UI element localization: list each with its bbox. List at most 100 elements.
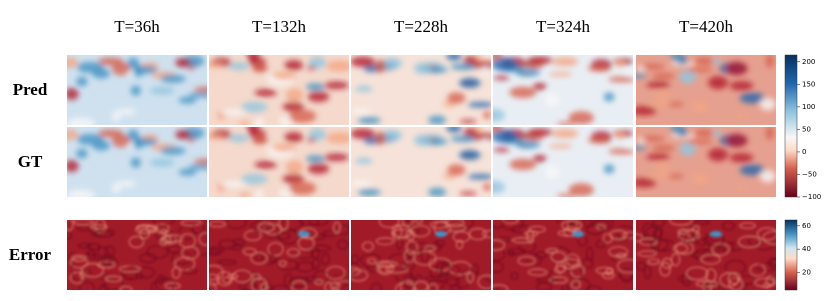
error-contour xyxy=(526,230,535,244)
error-contour xyxy=(260,283,269,290)
row-label: Pred xyxy=(13,80,48,99)
blob xyxy=(483,111,491,119)
heatmap-panel xyxy=(67,220,207,290)
error-contour xyxy=(548,270,560,282)
error-contour xyxy=(154,277,176,290)
error-contour xyxy=(392,228,413,238)
blob xyxy=(712,57,721,65)
error-contour xyxy=(262,253,277,265)
error-contour xyxy=(617,259,633,274)
error-contour xyxy=(198,232,207,246)
blob xyxy=(493,57,518,72)
error-contour xyxy=(378,264,391,274)
error-contour xyxy=(608,246,628,257)
heatmap-panel xyxy=(209,55,349,125)
error-contour xyxy=(569,281,580,290)
blob xyxy=(479,66,491,75)
heatmap-panel xyxy=(351,55,491,125)
error-contour xyxy=(429,279,445,290)
blob xyxy=(130,157,141,168)
blob xyxy=(357,188,381,197)
error-contour xyxy=(69,257,88,269)
heatmap-panel xyxy=(493,127,633,197)
panel-content xyxy=(351,55,491,125)
error-contour xyxy=(375,260,398,268)
error-contour xyxy=(681,225,696,240)
error-contour xyxy=(642,222,657,238)
error-contour xyxy=(518,239,536,253)
panel-content xyxy=(209,220,349,290)
error-contour xyxy=(659,262,671,277)
blob xyxy=(677,58,689,65)
error-contour xyxy=(410,225,431,238)
panel-content xyxy=(636,127,776,197)
blob xyxy=(459,119,477,124)
blob xyxy=(178,168,197,176)
error-contour xyxy=(545,248,558,254)
error-contour xyxy=(609,229,628,240)
error-contour xyxy=(388,253,412,267)
colorbar-tick-label: 50 xyxy=(802,125,811,133)
blob xyxy=(279,116,292,125)
error-contour xyxy=(549,246,571,262)
error-contour xyxy=(324,282,335,290)
blob xyxy=(568,183,594,197)
blob xyxy=(646,81,670,89)
error-contour xyxy=(322,230,340,237)
heatmap-panel xyxy=(67,55,207,125)
blob xyxy=(493,180,506,194)
blob xyxy=(652,145,675,152)
blobs xyxy=(636,220,776,290)
column-title: T=228h xyxy=(394,17,448,36)
error-contour xyxy=(484,273,491,282)
blob xyxy=(533,154,547,162)
blob xyxy=(282,173,304,184)
error-contour xyxy=(719,272,739,288)
blob xyxy=(254,118,264,125)
error-contour xyxy=(159,233,176,244)
colorbar-tick-label: −50 xyxy=(802,170,817,178)
blob xyxy=(326,60,349,72)
error-contour xyxy=(653,227,662,241)
blob xyxy=(450,63,477,71)
error-contour xyxy=(502,220,519,224)
error-contour xyxy=(209,247,225,254)
error-contour xyxy=(180,220,202,226)
blob xyxy=(254,190,264,197)
blob xyxy=(307,163,330,175)
blob xyxy=(450,135,477,143)
heatmap-panel xyxy=(636,127,776,197)
error-contour xyxy=(510,272,519,280)
error-contour xyxy=(568,220,585,227)
blob xyxy=(130,85,141,96)
error-peak xyxy=(710,231,722,237)
blob xyxy=(221,109,248,116)
blob xyxy=(355,157,373,165)
blob xyxy=(692,173,708,185)
blobs xyxy=(67,127,207,197)
error-contour xyxy=(376,261,394,275)
panel-content xyxy=(636,55,776,125)
heatmap-panel xyxy=(351,127,491,197)
blobs xyxy=(209,220,349,290)
error-contour xyxy=(311,247,320,259)
blob xyxy=(175,57,191,68)
error-contour xyxy=(351,267,361,276)
error-contour xyxy=(209,273,220,286)
blob xyxy=(614,59,625,67)
column-title: T=324h xyxy=(536,17,590,36)
error-contour xyxy=(754,277,776,288)
error-peak xyxy=(435,231,447,237)
error-peak xyxy=(298,231,310,237)
error-contour xyxy=(94,228,115,238)
blob xyxy=(306,137,317,142)
blob xyxy=(708,148,729,162)
error-contour xyxy=(616,225,633,240)
colorbar-tick-label: 150 xyxy=(802,80,815,88)
blob xyxy=(326,132,349,144)
blob xyxy=(247,55,260,62)
blob xyxy=(734,114,747,120)
blob xyxy=(413,134,432,147)
error-contour xyxy=(278,220,289,231)
error-contour xyxy=(461,270,478,277)
